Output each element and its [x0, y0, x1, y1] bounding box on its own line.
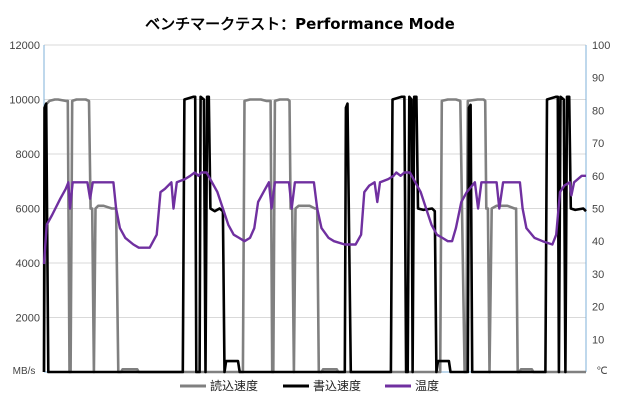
y-left-tick-label: 8000 [16, 149, 40, 161]
series-lines [42, 95, 587, 374]
y-left-tick-label: 2000 [16, 313, 40, 325]
legend-item: 書込速度 [283, 378, 361, 393]
y-right-tick-label: 30 [592, 269, 604, 281]
y-right-tick-label: 80 [592, 105, 604, 117]
y-right-tick-label: 10 [592, 334, 604, 346]
chart-title: ベンチマークテスト：Performance Mode [145, 15, 455, 33]
legend: 読込速度 書込速度 温度 [180, 378, 439, 393]
series-line-1 [42, 95, 587, 374]
legend-item: 温度 [385, 378, 439, 393]
legend-label: 温度 [415, 378, 439, 393]
y-right-tick-label: 50 [592, 204, 604, 216]
y-left-tick-label: 4000 [16, 258, 40, 270]
y-right-unit: ℃ [596, 366, 607, 377]
y-left-tick-label: 12000 [9, 40, 40, 52]
legend-item: 読込速度 [180, 378, 258, 393]
y-right-tick-label: 90 [592, 73, 604, 85]
y-left-tick-label: 10000 [9, 95, 40, 107]
y-right-tick-label: 60 [592, 171, 604, 183]
series-line-2 [42, 171, 586, 265]
y-left-unit: MB/s [13, 366, 36, 377]
y-right-tick-label: 20 [592, 302, 604, 314]
tick-labels: 2000 4000 6000 8000 10000 12000 10 20 30 40 50 60 70… [9, 40, 610, 346]
legend-label: 読込速度 [210, 378, 258, 393]
y-right-tick-label: 40 [592, 236, 604, 248]
y-right-tick-label: 100 [592, 40, 610, 52]
series-line-0 [42, 98, 586, 374]
legend-label: 書込速度 [313, 378, 361, 393]
y-left-tick-label: 6000 [16, 204, 40, 216]
y-right-tick-label: 70 [592, 138, 604, 150]
